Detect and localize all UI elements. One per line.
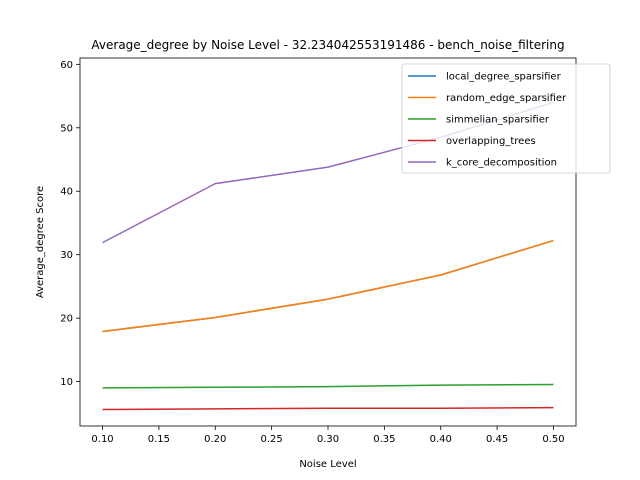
y-tick-label: 60: [60, 60, 73, 71]
legend-label: random_edge_sparsifier: [446, 93, 567, 104]
legend-label: overlapping_trees: [446, 136, 536, 147]
legend-label: local_degree_sparsifier: [446, 72, 562, 83]
series-line-simmelian-sparsifier: [102, 383, 554, 389]
x-tick-label: 0.15: [148, 434, 170, 445]
x-tick-label: 0.10: [91, 434, 113, 445]
x-tick-label: 0.35: [373, 434, 395, 445]
legend-box: [401, 63, 611, 174]
y-tick-label: 40: [60, 187, 73, 198]
series-line-overlapping-trees: [102, 406, 554, 411]
legend-label: k_core_decomposition: [446, 158, 557, 169]
y-tick-label: 10: [60, 377, 73, 388]
x-tick-label: 0.25: [261, 434, 283, 445]
y-axis-label: Average_degree Score: [35, 186, 46, 298]
y-tick-label: 30: [60, 250, 73, 261]
series-line-random-edge-sparsifier: [102, 239, 554, 333]
y-tick-label: 50: [60, 123, 73, 134]
x-tick-label: 0.20: [204, 434, 226, 445]
x-tick-label: 0.30: [317, 434, 339, 445]
x-tick-label: 0.50: [542, 434, 564, 445]
chart-title: Average_degree by Noise Level - 32.23404…: [91, 38, 564, 52]
x-tick-label: 0.40: [430, 434, 452, 445]
legend: local_degree_sparsifier random_edge_spars…: [401, 63, 611, 174]
x-axis: 0.10 0.15 0.20 0.25 0.30 0.35 0.40 0.45 0.50: [91, 426, 565, 445]
legend-label: simmelian_sparsifier: [446, 115, 550, 126]
x-tick-label: 0.45: [486, 434, 508, 445]
x-axis-label: Noise Level: [299, 459, 356, 470]
y-tick-label: 20: [60, 314, 73, 325]
y-axis: 10 20 30 40 50 60: [60, 60, 80, 388]
